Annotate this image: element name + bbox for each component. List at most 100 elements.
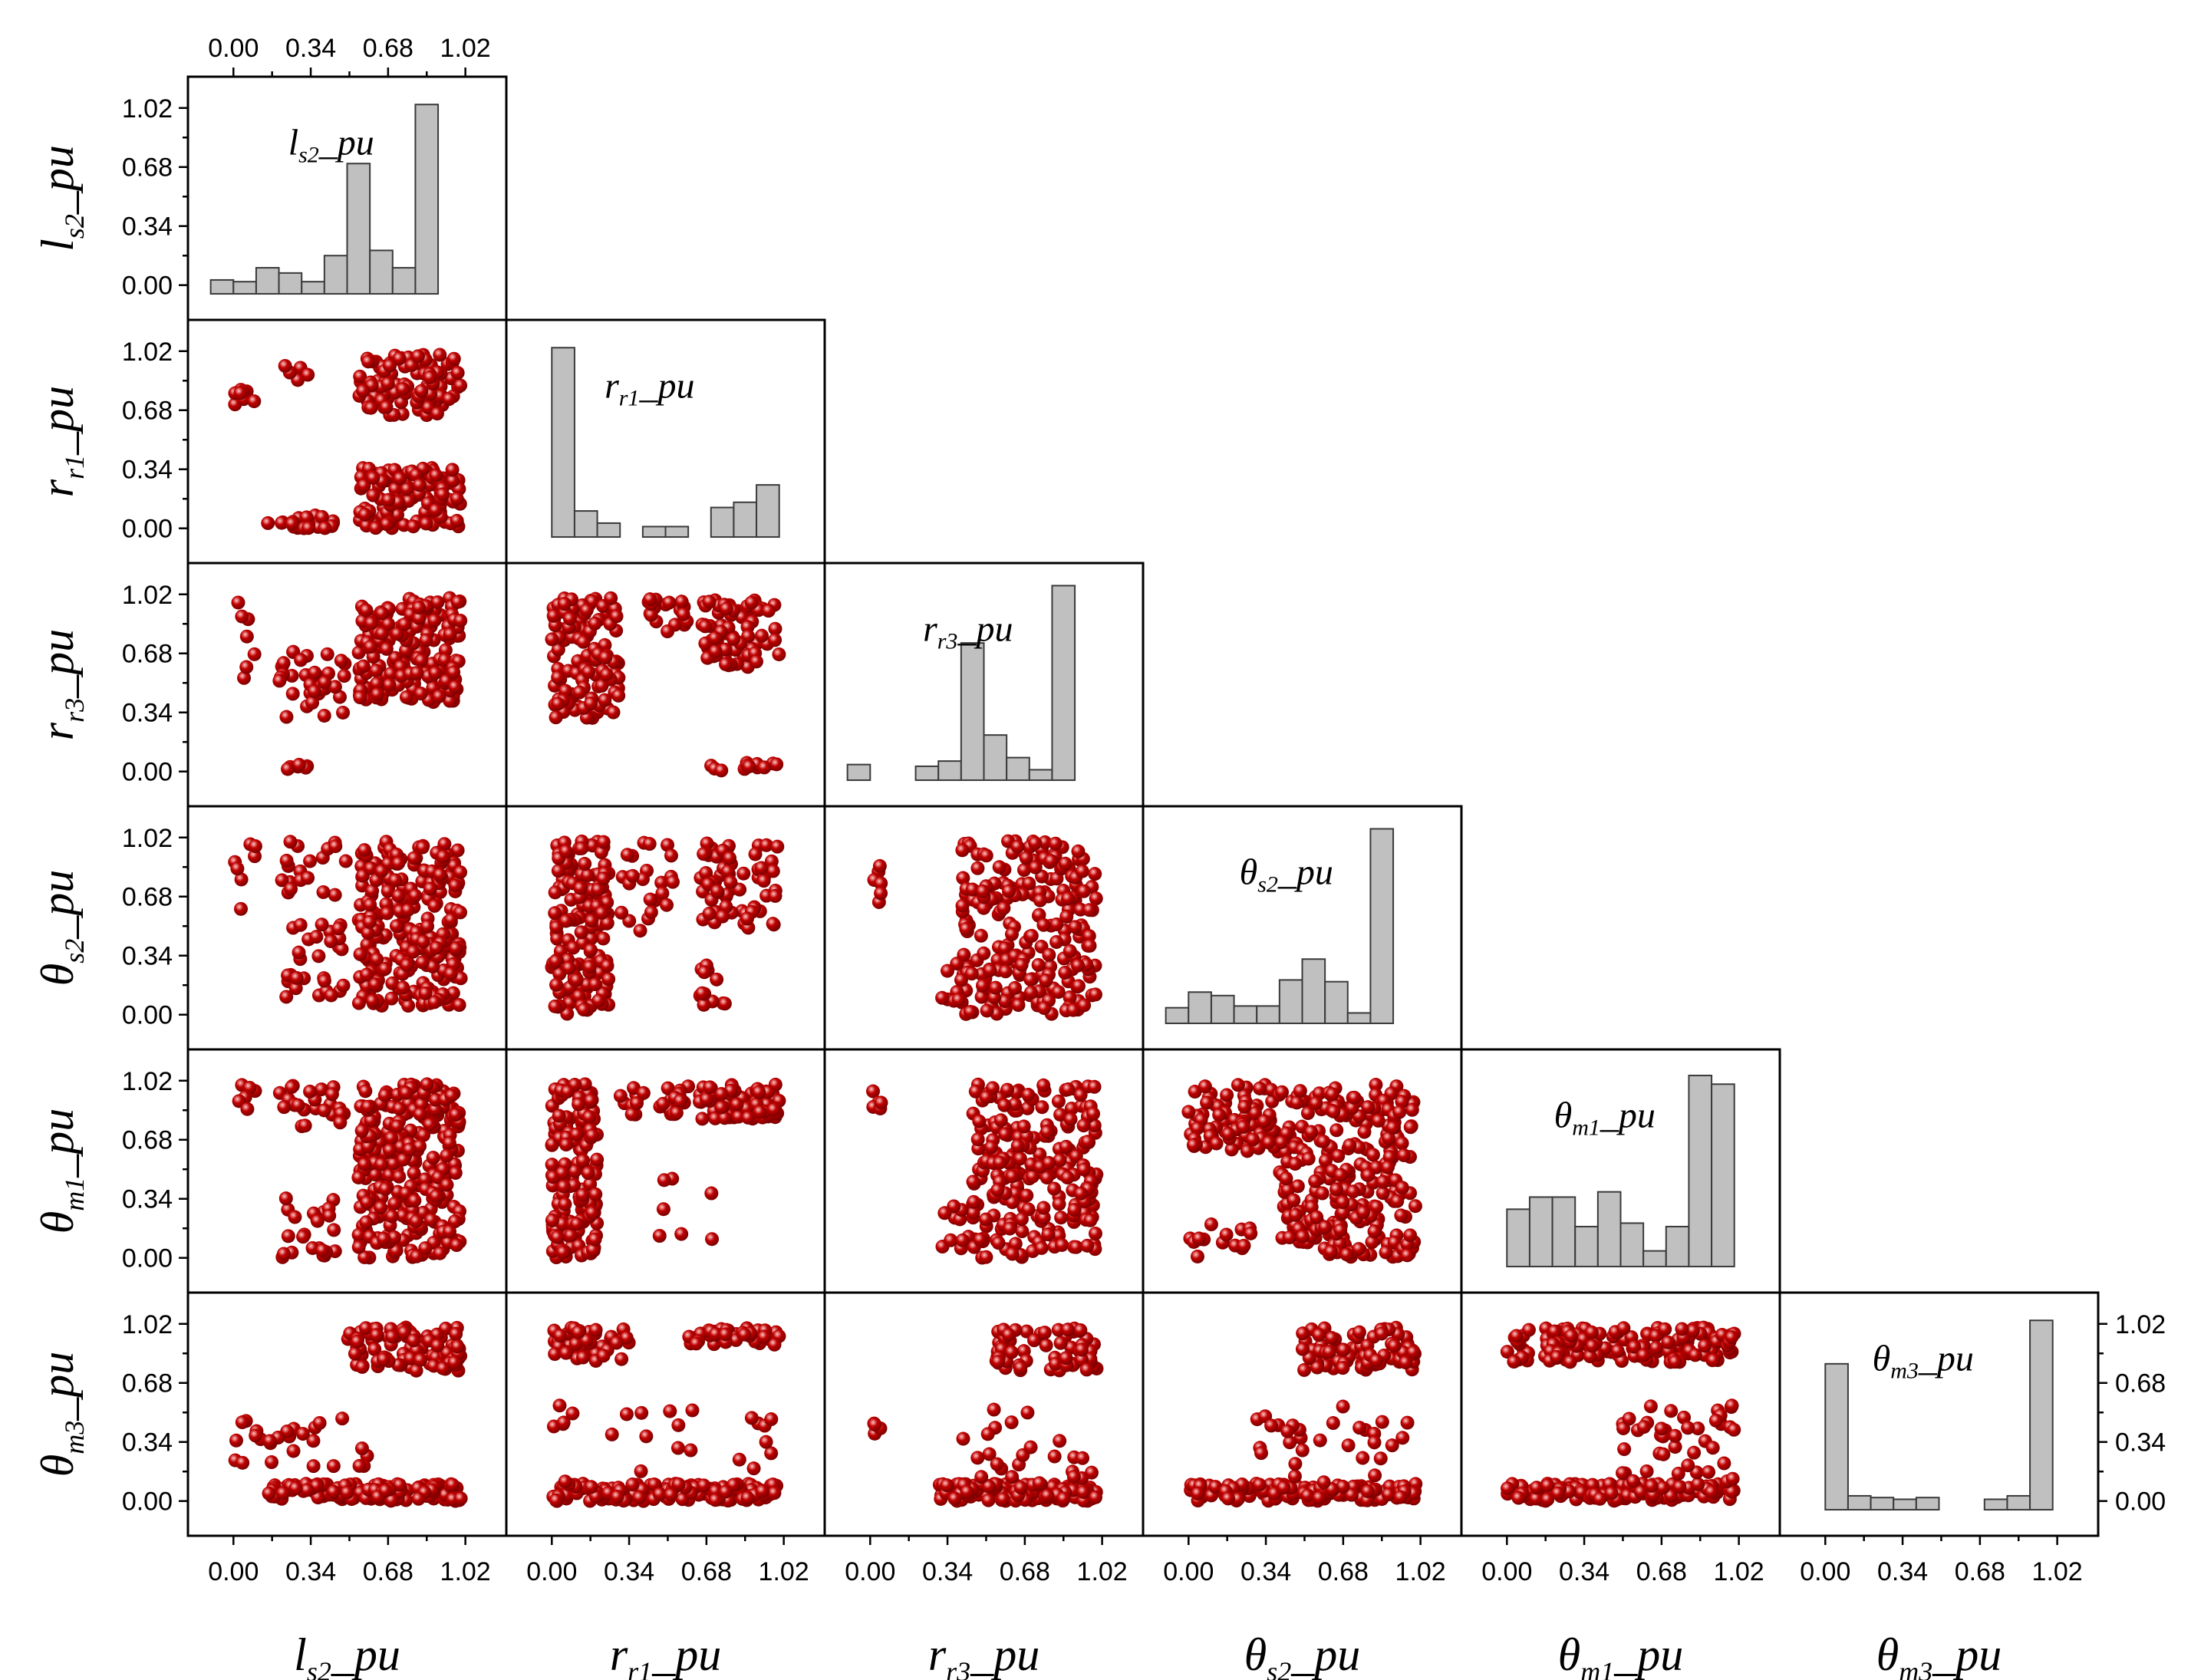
- diagonal-label-thm1: θm1_pu: [1554, 1095, 1656, 1140]
- point-ls2-thm3: [413, 1352, 427, 1367]
- point-rr1-thm1: [560, 1084, 575, 1099]
- point-ls2-rr3: [370, 687, 384, 701]
- scatter-points: [228, 348, 1741, 1508]
- point-rr1-thm3: [664, 1487, 678, 1502]
- point-ls2-thm3: [445, 1477, 460, 1492]
- point-thm1-thm3: [1509, 1329, 1524, 1343]
- point-ths2-thm3: [1375, 1415, 1389, 1429]
- point-ls2-rr3: [237, 670, 252, 685]
- point-rr3-thm3: [1066, 1470, 1081, 1484]
- point-rr1-rr3: [549, 710, 563, 725]
- point-ths2-thm3: [1344, 1487, 1359, 1502]
- point-ths2-thm3: [1369, 1353, 1383, 1368]
- point-rr3-ths2: [1068, 920, 1082, 934]
- point-ls2-rr3: [453, 614, 468, 628]
- y-tick-label: 0.34: [122, 1428, 173, 1458]
- point-ths2-thm1: [1253, 1081, 1267, 1095]
- point-thm1-thm3: [1616, 1466, 1630, 1481]
- point-rr3-thm1: [1035, 1100, 1049, 1115]
- x-label-sub: r3: [946, 1656, 970, 1680]
- point-ls2-rr3: [443, 627, 457, 641]
- point-rr1-thm3: [708, 1327, 723, 1342]
- point-ths2-thm3: [1254, 1446, 1269, 1461]
- point-ls2-ths2: [420, 919, 435, 934]
- point-ls2-rr3: [374, 626, 389, 641]
- point-ls2-rr3: [412, 611, 427, 625]
- point-rr1-ths2: [573, 881, 588, 895]
- point-rr1-thm3: [576, 1350, 591, 1365]
- point-ls2-rr3: [432, 689, 446, 703]
- point-ls2-rr1: [400, 482, 414, 496]
- point-ls2-thm3: [384, 1329, 399, 1344]
- point-rr3-thm3: [1076, 1451, 1090, 1465]
- point-ls2-thm1: [444, 1089, 459, 1103]
- point-ths2-thm3: [1287, 1469, 1302, 1484]
- point-ls2-thm1: [377, 1088, 392, 1102]
- point-rr1-thm1: [695, 1112, 710, 1126]
- point-rr1-thm3: [671, 1418, 686, 1432]
- point-rr1-rr3: [744, 595, 759, 610]
- point-ths2-thm3: [1387, 1339, 1402, 1353]
- point-ls2-ths2: [289, 970, 304, 985]
- point-rr1-ths2: [620, 848, 634, 862]
- point-ls2-thm3: [355, 1359, 370, 1374]
- point-ths2-thm1: [1329, 1182, 1344, 1197]
- x-axis-label-ls2: ls2_pu: [294, 1629, 400, 1680]
- point-ls2-ths2: [448, 878, 463, 893]
- point-ths2-thm1: [1287, 1193, 1301, 1207]
- point-rr3-ths2: [979, 848, 993, 863]
- point-ls2-rr1: [381, 492, 396, 507]
- point-rr1-thm3: [670, 1441, 685, 1455]
- point-thm1-thm3: [1725, 1471, 1740, 1486]
- point-ls2-ths2: [364, 861, 378, 875]
- point-rr1-ths2: [695, 986, 710, 1000]
- y-label-base: r: [32, 479, 83, 497]
- point-ths2-thm3: [1312, 1491, 1326, 1505]
- point-ls2-thm3: [229, 1433, 243, 1448]
- point-ls2-thm1: [310, 1214, 325, 1228]
- point-rr1-rr3: [769, 757, 784, 772]
- point-ths2-thm3: [1264, 1418, 1279, 1433]
- point-ls2-thm1: [359, 1215, 374, 1230]
- point-rr1-thm1: [766, 1102, 781, 1117]
- point-ths2-thm1: [1326, 1104, 1341, 1118]
- point-thm1-thm3: [1688, 1348, 1702, 1362]
- point-thm1-thm3: [1529, 1491, 1544, 1506]
- point-ths2-thm1: [1356, 1205, 1371, 1220]
- point-ls2-rr1: [429, 468, 443, 483]
- point-ths2-thm3: [1300, 1488, 1315, 1503]
- point-rr3-ths2: [1039, 973, 1053, 988]
- point-ls2-thm3: [286, 1444, 301, 1458]
- point-rr1-rr3: [579, 603, 594, 618]
- point-ls2-ths2: [377, 962, 392, 977]
- x-label-suffix: _pu: [651, 1629, 721, 1680]
- point-ls2-rr1: [419, 516, 433, 531]
- y-tick-label: 0.00: [122, 272, 173, 301]
- point-rr1-ths2: [558, 844, 573, 858]
- point-rr3-thm3: [990, 1457, 1004, 1471]
- hist-bar-thm3: [2006, 1494, 2031, 1511]
- point-ths2-thm1: [1323, 1244, 1338, 1259]
- point-ths2-thm3: [1252, 1477, 1267, 1492]
- point-ths2-thm1: [1380, 1160, 1395, 1174]
- hist-bar-rr3: [1006, 756, 1030, 782]
- point-ls2-thm1: [392, 1102, 407, 1116]
- point-ls2-rr1: [361, 354, 376, 369]
- point-ls2-thm1: [276, 1247, 291, 1261]
- point-ls2-ths2: [407, 851, 421, 865]
- hist-bar-ls2: [232, 281, 257, 295]
- point-thm1-thm3: [1529, 1481, 1544, 1495]
- point-ls2-rr3: [390, 627, 404, 641]
- y-tick-label: 0.34: [122, 456, 173, 485]
- point-rr3-thm3: [1004, 1345, 1019, 1359]
- point-rr1-thm1: [581, 1166, 595, 1181]
- point-rr3-ths2: [977, 901, 991, 915]
- point-rr3-thm3: [1073, 1323, 1088, 1337]
- point-rr3-ths2: [1036, 917, 1051, 932]
- point-rr1-thm1: [714, 1100, 729, 1115]
- point-rr3-thm3: [1060, 1323, 1075, 1337]
- point-ths2-thm3: [1280, 1424, 1295, 1438]
- point-ls2-rr3: [410, 666, 424, 680]
- point-ls2-ths2: [311, 949, 326, 964]
- point-thm1-thm3: [1656, 1481, 1670, 1495]
